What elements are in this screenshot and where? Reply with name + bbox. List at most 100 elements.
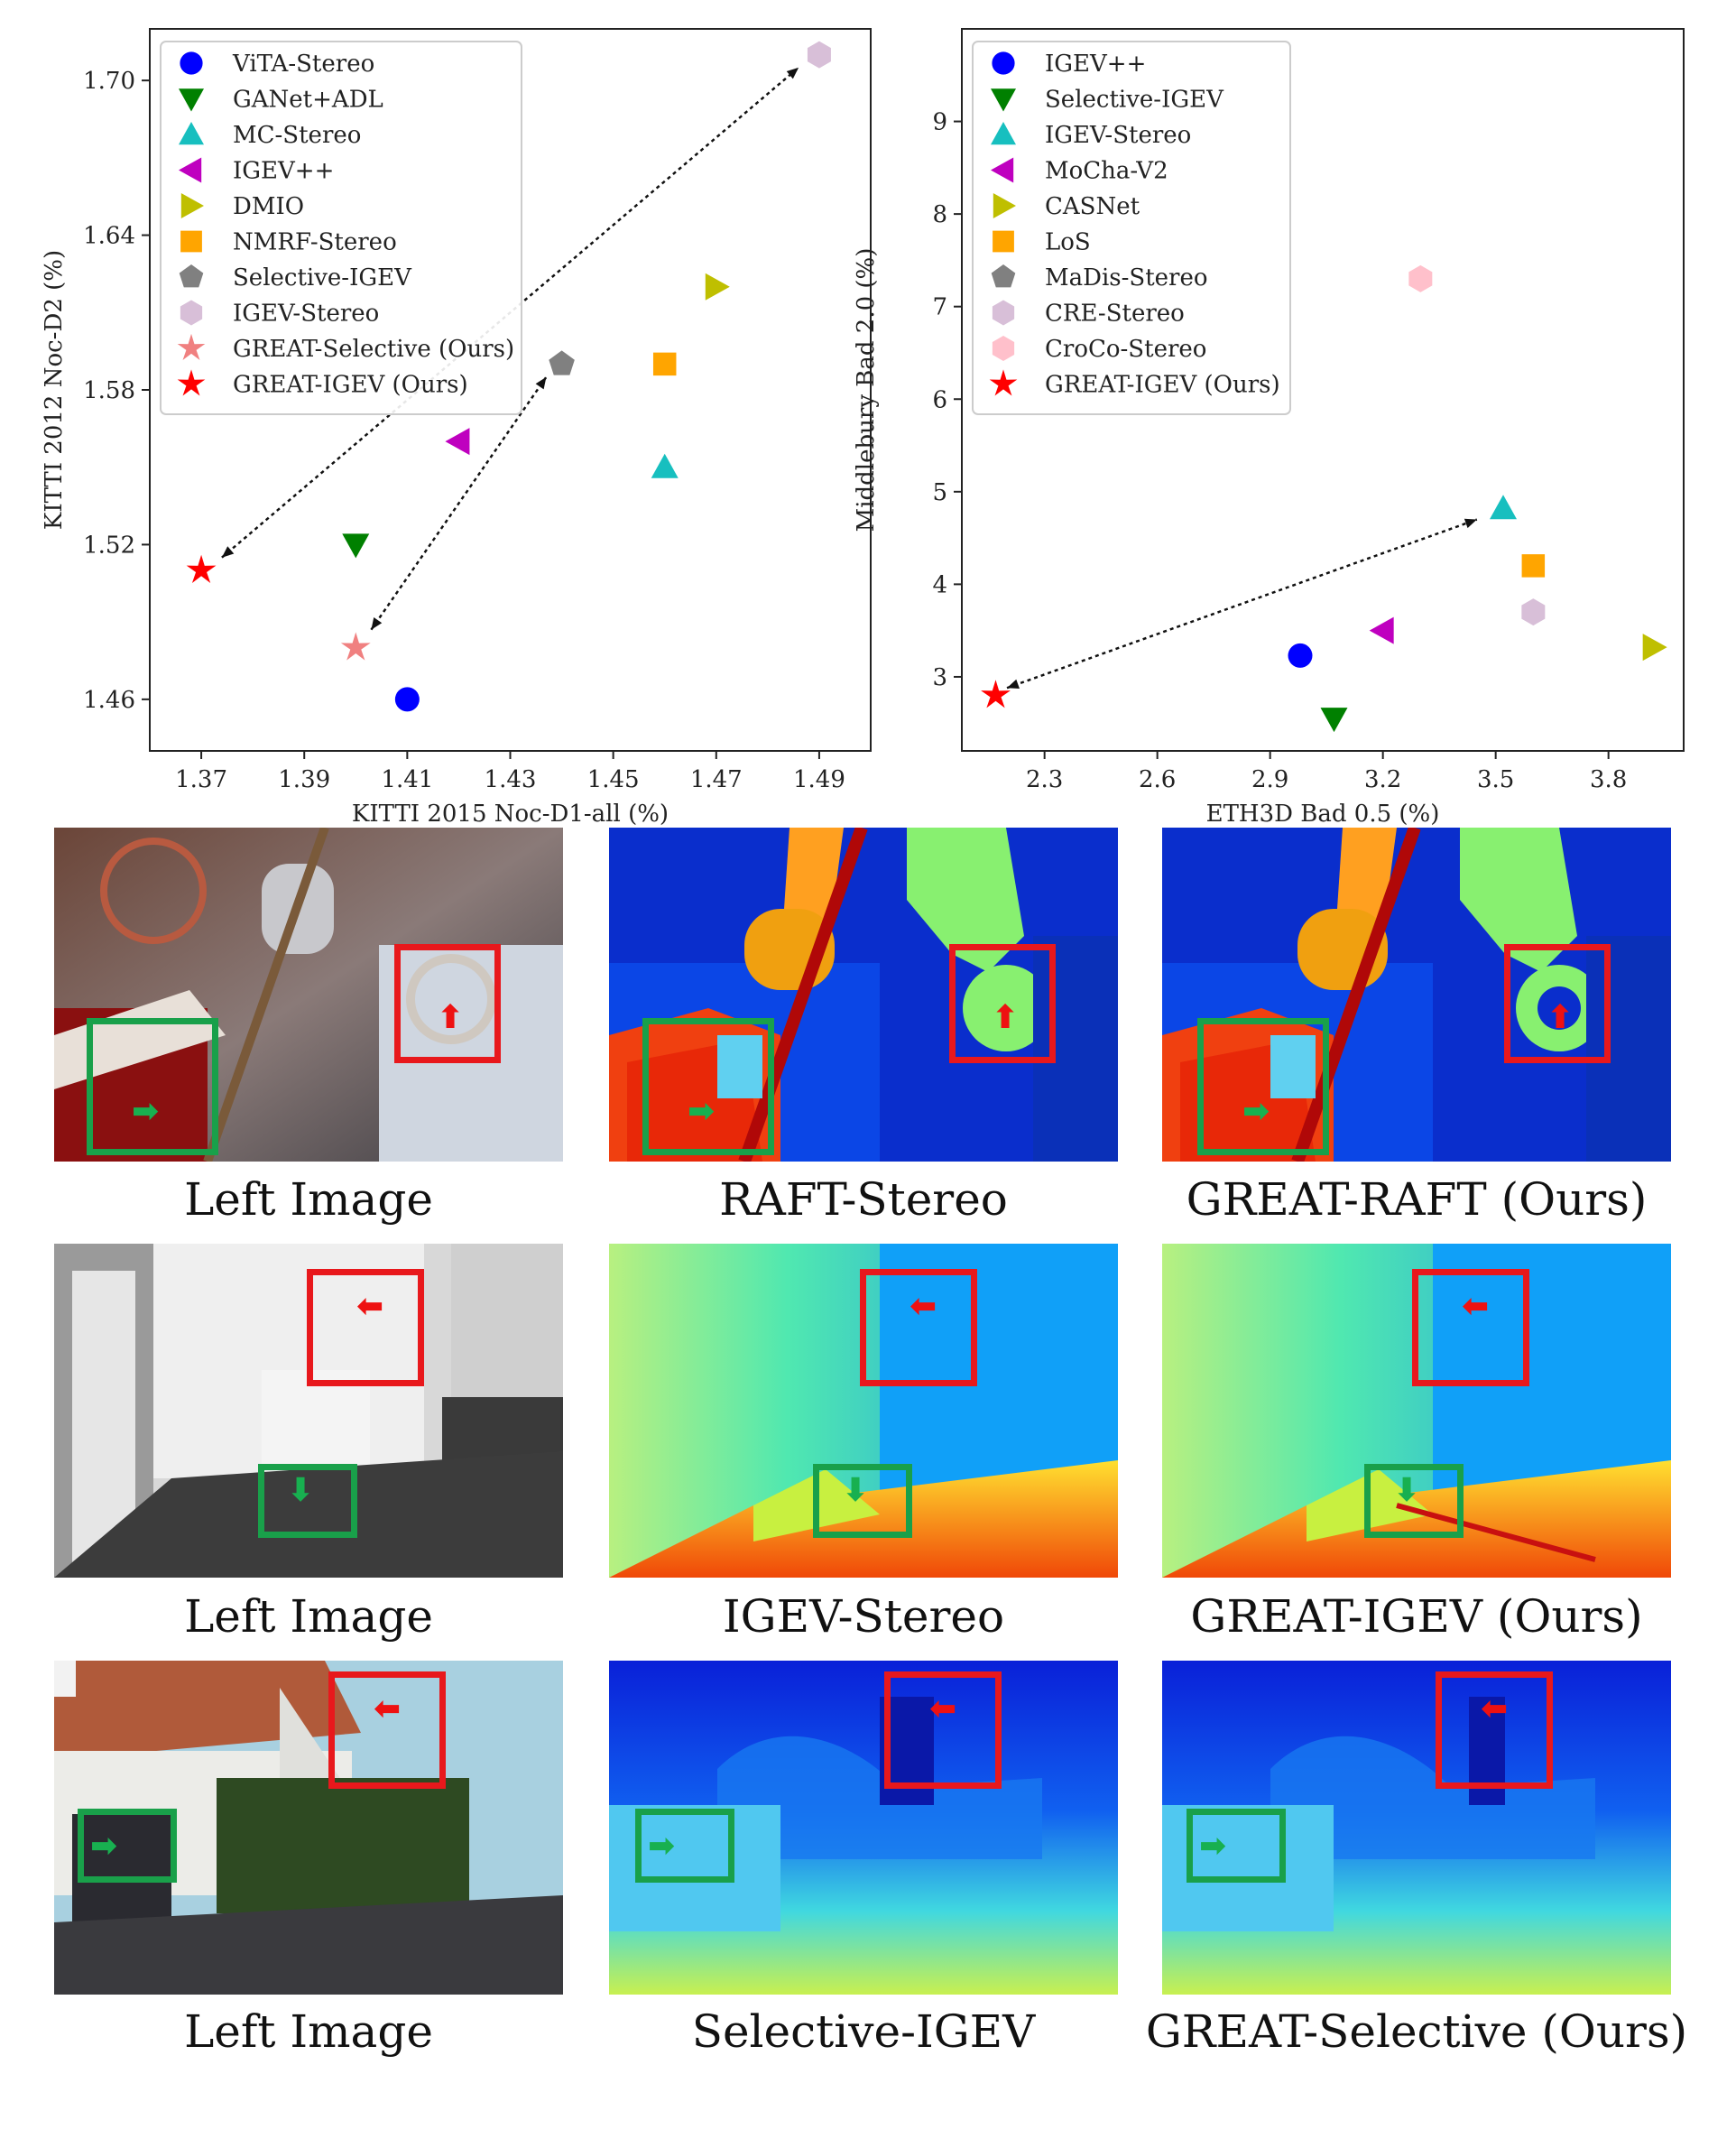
legend-label: CroCo-Stereo — [1045, 336, 1206, 363]
legend-label: IGEV++ — [233, 158, 334, 185]
row1-great-raft-disparity — [1162, 828, 1671, 1162]
legend-label: IGEV-Stereo — [233, 301, 379, 328]
arrow-left-icon: ⬅ — [374, 1690, 402, 1727]
arrow-up-icon: ⬆ — [437, 999, 465, 1036]
arrow-down-icon: ⬇ — [287, 1472, 315, 1509]
legend-label: MaDis-Stereo — [1045, 264, 1208, 292]
legend-label: Selective-IGEV — [233, 264, 412, 292]
row1-raft-stereo-disparity — [609, 828, 1118, 1162]
arrowhead — [1464, 518, 1477, 529]
data-point — [445, 428, 470, 456]
x-tick-label: 1.43 — [485, 766, 537, 793]
data-point — [549, 350, 575, 375]
legend-marker — [991, 122, 1016, 145]
y-tick-label: 9 — [932, 109, 947, 136]
legend-label: CASNet — [1045, 193, 1140, 220]
highlight-box-green — [87, 1018, 218, 1155]
highlight-box-red — [1504, 944, 1611, 1063]
data-point — [1642, 634, 1667, 662]
plot-frame — [961, 28, 1685, 752]
x-tick-label: 1.47 — [690, 766, 743, 793]
data-point — [1490, 495, 1517, 520]
legend-marker — [992, 300, 1015, 326]
data-point — [1521, 598, 1546, 626]
arrow-down-icon: ⬇ — [1393, 1472, 1421, 1509]
y-tick-label: 7 — [932, 294, 947, 321]
x-tick-label: 1.39 — [278, 766, 330, 793]
y-tick-label: 3 — [932, 664, 947, 691]
data-point — [807, 41, 831, 69]
arrowhead — [371, 617, 383, 630]
arrow-left-icon: ⬅ — [1481, 1690, 1509, 1727]
legend-label: MoCha-V2 — [1045, 158, 1168, 185]
highlight-box-red — [949, 944, 1056, 1063]
legend-label: GREAT-IGEV (Ours) — [233, 372, 468, 399]
legend-box — [972, 41, 1291, 415]
highlight-box-green — [258, 1464, 357, 1538]
legend-label: ViTA-Stereo — [232, 51, 374, 78]
arrow-up-icon: ⬆ — [992, 999, 1020, 1036]
x-axis-label: KITTI 2015 Noc-D1-all (%) — [352, 801, 669, 828]
x-tick-label: 1.41 — [381, 766, 433, 793]
legend-marker — [180, 51, 203, 75]
arrow-left-icon: ⬅ — [929, 1690, 957, 1727]
caption: RAFT-Stereo — [719, 1173, 1008, 1226]
y-tick-label: 6 — [932, 386, 947, 413]
legend-marker — [991, 157, 1014, 183]
highlight-box-green — [1187, 1809, 1286, 1883]
legend-label: MC-Stereo — [233, 122, 361, 149]
legend-marker — [180, 230, 202, 253]
data-point — [1369, 616, 1394, 644]
y-tick-label: 4 — [932, 571, 947, 598]
highlight-box-green — [1364, 1464, 1464, 1538]
legend-label: IGEV++ — [1045, 51, 1146, 78]
legend-label: GANet+ADL — [233, 87, 383, 114]
legend-marker — [179, 157, 202, 183]
legend-marker — [179, 88, 204, 112]
legend-marker — [180, 193, 204, 218]
y-tick-label: 1.64 — [83, 223, 135, 250]
arrow-down-icon: ⬇ — [842, 1472, 870, 1509]
legend-marker — [177, 333, 206, 361]
arrow-right-icon: ➡ — [1199, 1828, 1227, 1865]
caption: Selective-IGEV — [691, 2005, 1036, 2058]
y-axis-label: Middlebury Bad 2.0 (%) — [853, 248, 880, 532]
legend-label: DMIO — [233, 193, 304, 220]
y-axis-label: KITTI 2012 Noc-D2 (%) — [41, 250, 68, 530]
row3-great-selective-disparity — [1162, 1661, 1671, 1995]
data-point — [1288, 643, 1313, 668]
arrow-left-icon: ⬅ — [910, 1288, 937, 1325]
legend-marker — [993, 193, 1016, 218]
arrowhead — [221, 546, 235, 558]
legend-marker — [991, 264, 1016, 288]
highlight-box-green — [813, 1464, 912, 1538]
highlight-box-red — [328, 1671, 446, 1789]
data-point — [652, 352, 677, 376]
legend-label: Selective-IGEV — [1045, 87, 1224, 114]
caption: Left Image — [184, 1173, 433, 1226]
legend-marker — [991, 88, 1016, 112]
arrowhead — [1007, 679, 1020, 690]
data-point — [1320, 708, 1348, 733]
data-point — [1521, 554, 1546, 578]
legend-marker — [179, 122, 204, 145]
legend-box — [160, 41, 522, 415]
arrowhead — [535, 376, 547, 390]
legend-label: CRE-Stereo — [1045, 301, 1185, 328]
x-tick-label: 2.3 — [1026, 766, 1063, 793]
caption: IGEV-Stereo — [722, 1590, 1005, 1643]
double-arrow — [370, 376, 548, 631]
row3-selective-igev-disparity — [609, 1661, 1118, 1995]
data-point — [651, 453, 679, 478]
highlight-box-red — [1436, 1671, 1553, 1789]
legend-marker — [179, 264, 204, 288]
x-tick-label: 3.5 — [1477, 766, 1514, 793]
data-point — [1408, 264, 1433, 292]
arrow-right-icon: ➡ — [1242, 1093, 1270, 1130]
x-tick-label: 1.37 — [175, 766, 227, 793]
legend-label: IGEV-Stereo — [1045, 122, 1191, 149]
y-tick-label: 1.46 — [83, 687, 135, 714]
data-point — [705, 273, 730, 301]
y-tick-label: 8 — [932, 201, 947, 228]
row2-left-image — [54, 1244, 563, 1578]
